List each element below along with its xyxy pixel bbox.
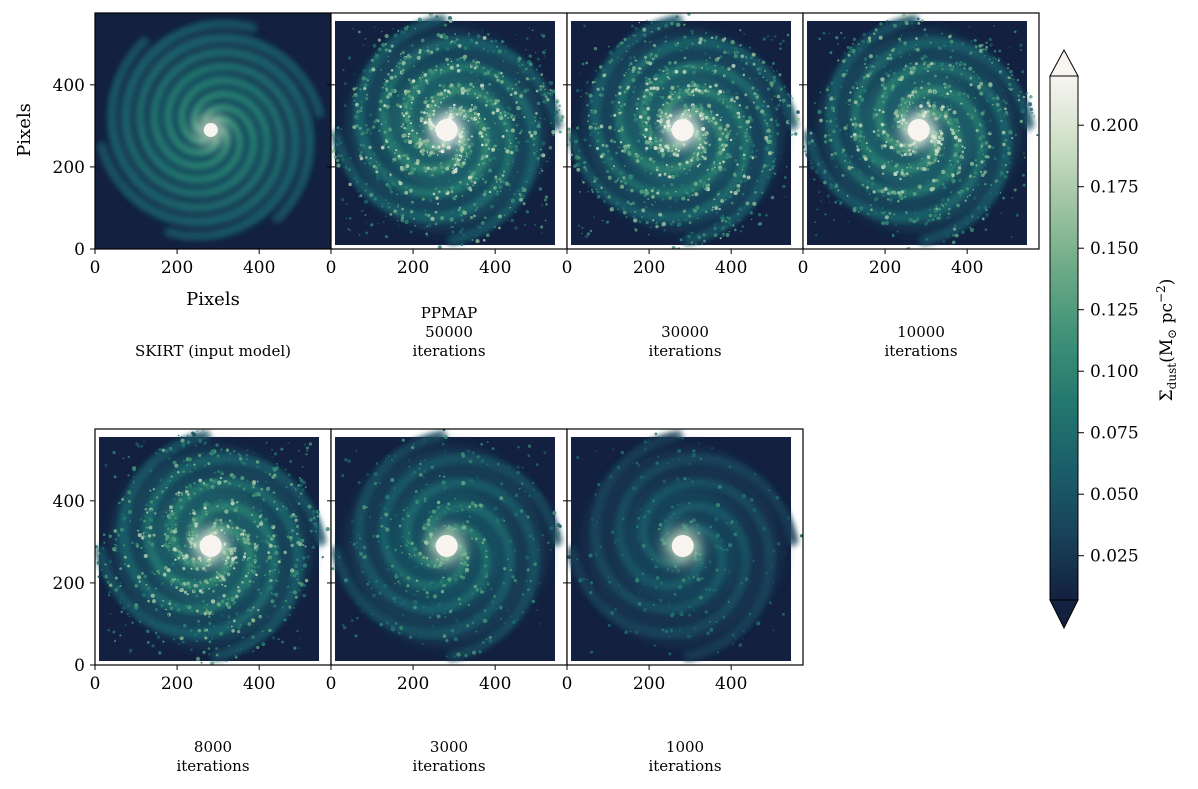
x-tick-label: 200 [161, 674, 193, 694]
panel-caption: 30000 [661, 323, 709, 341]
x-tick-label: 0 [90, 674, 101, 694]
panel: 0 200 400 0 200 400 SKIRT (input model) [53, 12, 332, 360]
panel-caption: 10000 [897, 323, 945, 341]
x-tick-label: 0 [798, 258, 809, 278]
x-tick-label: 400 [715, 258, 747, 278]
panel-caption: iterations [648, 342, 721, 360]
y-tick-label: 0 [74, 240, 85, 260]
x-tick-label: 400 [243, 674, 275, 694]
x-tick-label: 0 [562, 258, 573, 278]
y-tick-label: 400 [53, 492, 85, 512]
colorbar-label: Σdust(M⊙ pc−2) [1154, 279, 1179, 402]
x-tick-label: 400 [243, 258, 275, 278]
colorbar-tick-label: 0.100 [1090, 362, 1139, 382]
x-tick-label: 200 [397, 674, 429, 694]
panel-caption: 50000 [425, 323, 473, 341]
y-axis-title: Pixels [14, 103, 35, 157]
colorbar-body [1049, 75, 1079, 601]
panel-image [95, 13, 331, 249]
panel-image [803, 13, 1039, 249]
colorbar-ticks: 0.025 0.050 0.075 0.100 0.125 0.150 0.175 0.200 [1078, 116, 1139, 567]
colorbar-extend-bottom [1049, 599, 1079, 630]
x-tick-label: 0 [326, 674, 337, 694]
x-tick-label: 0 [90, 258, 101, 278]
panel-caption: iterations [412, 342, 485, 360]
panel-caption: SKIRT (input model) [135, 342, 291, 360]
x-axis-title: Pixels [186, 289, 240, 310]
x-tick-label: 200 [161, 258, 193, 278]
colorbar-tick-label: 0.175 [1090, 178, 1139, 198]
panel-caption: 1000 [666, 738, 704, 756]
panel-frame [566, 428, 804, 666]
panel-caption: PPMAP [421, 304, 477, 322]
panel-caption: 8000 [194, 738, 232, 756]
colorbar-extend-top [1049, 48, 1079, 77]
colorbar-tick-label: 0.025 [1090, 547, 1139, 567]
colorbar: 0.025 0.050 0.075 0.100 0.125 0.150 0.175 0.200… [1049, 48, 1179, 630]
x-tick-label: 200 [633, 674, 665, 694]
x-tick-label: 400 [715, 674, 747, 694]
colorbar-tick-label: 0.050 [1090, 485, 1139, 505]
panel-image [331, 429, 567, 665]
panel-caption: iterations [176, 757, 249, 775]
colorbar-tick-label: 0.075 [1090, 424, 1139, 444]
x-tick-label: 0 [326, 258, 337, 278]
x-tick-label: 400 [479, 674, 511, 694]
x-tick-label: 400 [951, 258, 983, 278]
panel-image [331, 13, 567, 249]
panel-image [95, 429, 331, 665]
panels-layer: 0 200 400 0 200 400 SKIRT (input model) 0 200 400… [53, 12, 1040, 775]
x-tick-label: 200 [869, 258, 901, 278]
panel-image [567, 429, 803, 665]
x-tick-label: 200 [397, 258, 429, 278]
x-tick-label: 400 [479, 258, 511, 278]
panel-image [567, 13, 803, 249]
panel-caption: iterations [412, 757, 485, 775]
colorbar-tick-label: 0.200 [1090, 116, 1139, 136]
x-tick-label: 0 [562, 674, 573, 694]
panel-caption: iterations [884, 342, 957, 360]
y-tick-label: 200 [53, 158, 85, 178]
colorbar-tick-label: 0.125 [1090, 301, 1139, 321]
labels-layer: Pixels Pixels [14, 103, 240, 310]
panel-caption: 3000 [430, 738, 468, 756]
y-tick-label: 0 [74, 656, 85, 676]
panel-frame [802, 12, 1040, 250]
x-tick-label: 200 [633, 258, 665, 278]
y-tick-label: 400 [53, 76, 85, 96]
colorbar-tick-label: 0.150 [1090, 239, 1139, 259]
y-tick-label: 200 [53, 574, 85, 594]
panel-caption: iterations [648, 757, 721, 775]
